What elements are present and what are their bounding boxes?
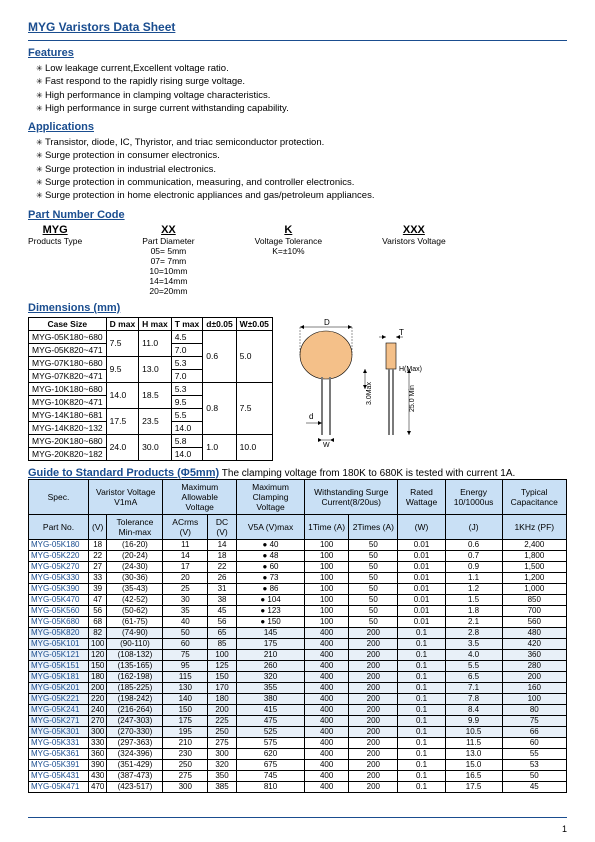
label-D: D [324,318,330,327]
label-W: W [323,442,330,447]
dim-size: MYG-05K820~471 [29,343,107,356]
dim-size: MYG-07K820~471 [29,369,107,382]
part-no: MYG-05K271 [29,715,89,726]
dim-th: W±0.05 [236,317,272,330]
footer-rule [28,817,567,818]
part-no: MYG-05K391 [29,759,89,770]
part-no: MYG-05K330 [29,572,89,583]
products-table: Spec. Varistor Voltage V1mA Maximum Allo… [28,479,567,793]
part-no: MYG-05K201 [29,682,89,693]
dim-size: MYG-10K180~680 [29,382,107,395]
part-no: MYG-05K151 [29,660,89,671]
dim-th: H max [139,317,172,330]
application-item: Surge protection in communication, measu… [36,176,567,189]
dim-size: MYG-14K180~681 [29,408,107,421]
application-item: Surge protection in home electronic appl… [36,189,567,202]
part-no: MYG-05K820 [29,627,89,638]
part-no: MYG-05K361 [29,748,89,759]
application-item: Surge protection in industrial electroni… [36,163,567,176]
label-L2: 25.0 Min [409,385,416,412]
part-no: MYG-05K680 [29,616,89,627]
guide-title: Guide to Standard Products (Φ5mm) The cl… [28,467,567,479]
pncode-col: XXXVaristors Voltage [382,224,446,296]
pncode-col: XXPart Diameter05= 5mm07= 7mm10=10mm14=1… [142,224,194,296]
dim-th: d±0.05 [203,317,236,330]
part-no: MYG-05K101 [29,638,89,649]
title-rule [28,40,567,41]
part-no: MYG-05K331 [29,737,89,748]
dim-size: MYG-10K820~471 [29,395,107,408]
application-item: Transistor, diode, IC, Thyristor, and tr… [36,136,567,149]
part-no: MYG-05K471 [29,781,89,792]
label-L1: 3.0Max [366,381,373,404]
features-list: Low leakage current,Excellent voltage ra… [36,62,567,115]
dim-th: D max [106,317,139,330]
feature-item: Low leakage current,Excellent voltage ra… [36,62,567,75]
part-no: MYG-05K431 [29,770,89,781]
pncode-head: Part Number Code [28,209,567,221]
pncode-col: KVoltage ToleranceK=±10% [255,224,322,296]
dimensions-table: Case SizeD maxH maxT maxd±0.05W±0.05 MYG-… [28,317,273,461]
part-no: MYG-05K181 [29,671,89,682]
part-no: MYG-05K301 [29,726,89,737]
dim-size: MYG-20K180~680 [29,434,107,447]
application-item: Surge protection in consumer electronics… [36,149,567,162]
feature-item: High performance in surge current withst… [36,102,567,115]
features-head: Features [28,47,567,59]
part-no: MYG-05K121 [29,649,89,660]
part-no: MYG-05K241 [29,704,89,715]
part-no: MYG-05K220 [29,550,89,561]
page-number: 1 [562,824,567,834]
part-no: MYG-05K180 [29,539,89,550]
dim-size: MYG-05K180~680 [29,330,107,343]
dimensions-diagram: D T H(Max) d W 3.0Max 25.0 Min [281,317,431,447]
pncode-grid: MYGProducts Type XXPart Diameter05= 5mm07… [28,224,567,296]
dimensions-head: Dimensions (mm) [28,302,567,314]
applications-head: Applications [28,121,567,133]
page-title: MYG Varistors Data Sheet [28,20,567,34]
label-H: H(Max) [399,366,422,373]
dim-size: MYG-14K820~132 [29,421,107,434]
part-no: MYG-05K470 [29,594,89,605]
dim-size: MYG-07K180~680 [29,356,107,369]
label-d: d [309,412,313,421]
dim-th: T max [171,317,203,330]
dim-th: Case Size [29,317,107,330]
part-no: MYG-05K390 [29,583,89,594]
part-no: MYG-05K221 [29,693,89,704]
pncode-col: MYGProducts Type [28,224,82,296]
feature-item: High performance in clamping voltage cha… [36,89,567,102]
label-T: T [399,328,404,337]
dim-size: MYG-20K820~182 [29,447,107,460]
part-no: MYG-05K270 [29,561,89,572]
feature-item: Fast respond to the rapidly rising surge… [36,75,567,88]
applications-list: Transistor, diode, IC, Thyristor, and tr… [36,136,567,202]
part-no: MYG-05K560 [29,605,89,616]
